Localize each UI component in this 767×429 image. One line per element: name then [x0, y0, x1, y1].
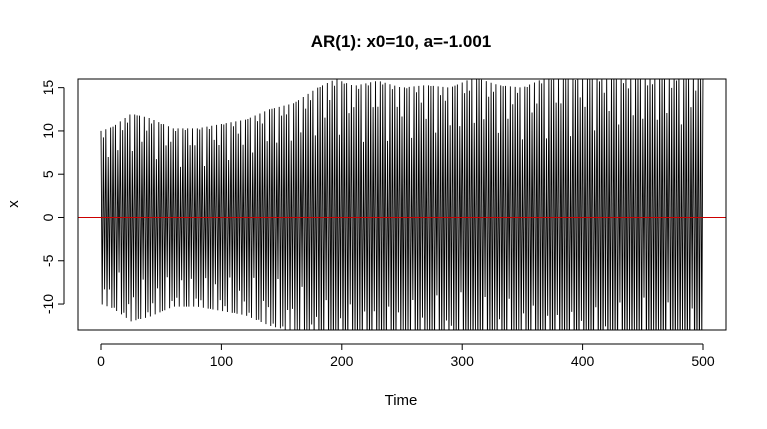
y-axis: -10 -5 0 5 10 15 [40, 80, 65, 314]
y-tick-label: 5 [40, 170, 56, 178]
x-tick-label: 0 [97, 353, 105, 369]
y-tick-label: 15 [40, 80, 56, 96]
plot-frame [77, 78, 727, 331]
series-layer [100, 79, 704, 330]
x-axis: 0 100 200 300 400 500 [97, 343, 715, 369]
y-axis-label: x [5, 200, 22, 208]
x-tick-label: 200 [330, 353, 354, 369]
y-tick-label: 10 [40, 123, 56, 139]
x-tick-label: 100 [210, 353, 234, 369]
y-tick-label: -10 [40, 294, 56, 314]
x-tick-label: 400 [571, 353, 595, 369]
series-line [100, 79, 704, 330]
x-axis-label: Time [385, 392, 418, 409]
y-tick-label: -5 [40, 254, 56, 267]
x-tick-label: 300 [451, 353, 475, 369]
y-tick-label: 0 [40, 213, 56, 221]
chart-title: AR(1): x0=10, a=-1.001 [311, 32, 492, 51]
x-tick-label: 500 [691, 353, 715, 369]
